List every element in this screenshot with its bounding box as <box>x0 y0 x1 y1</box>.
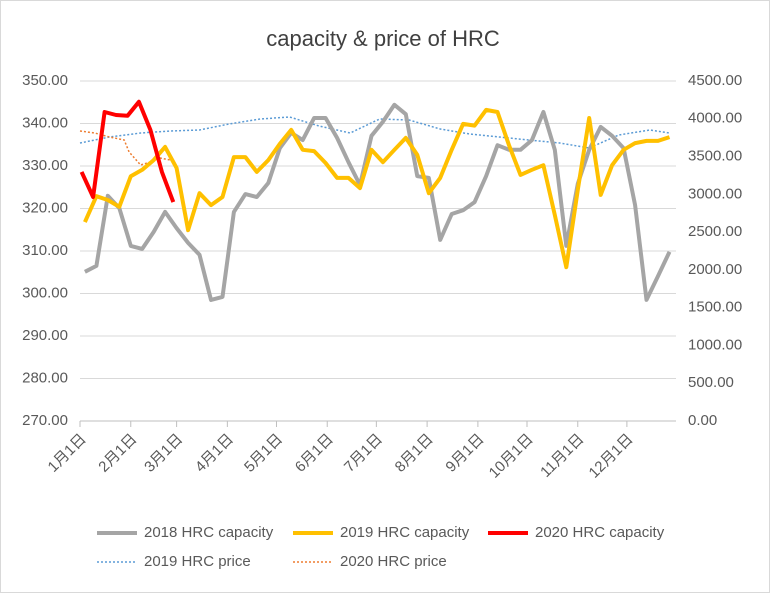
y2-tick-label: 4500.00 <box>688 72 742 89</box>
y-tick-label: 280.00 <box>22 369 68 386</box>
legend-label: 2019 HRC price <box>144 553 251 570</box>
y-tick-label: 350.00 <box>22 72 68 89</box>
y2-tick-label: 4000.00 <box>688 110 742 127</box>
legend-label: 2020 HRC price <box>340 553 447 570</box>
series-line <box>83 107 671 270</box>
y2-tick-label: 500.00 <box>688 374 734 391</box>
y2-tick-label: 3500.00 <box>688 148 742 165</box>
y-tick-label: 300.00 <box>22 284 68 301</box>
y2-tick-label: 1000.00 <box>688 336 742 353</box>
y-tick-label: 290.00 <box>22 327 68 344</box>
legend-label: 2018 HRC capacity <box>144 524 274 541</box>
y2-tick-label: 2000.00 <box>688 261 742 278</box>
legend-label: 2019 HRC capacity <box>340 524 470 541</box>
y-tick-label: 270.00 <box>22 412 68 429</box>
series-line <box>79 99 176 203</box>
y2-tick-label: 3000.00 <box>688 185 742 202</box>
y-tick-label: 310.00 <box>22 242 68 259</box>
legend-label: 2020 HRC capacity <box>535 524 665 541</box>
y-tick-label: 340.00 <box>22 114 68 131</box>
series-line <box>83 102 672 302</box>
series-line <box>79 116 670 149</box>
y2-tick-label: 0.00 <box>688 412 717 429</box>
y-tick-label: 330.00 <box>22 157 68 174</box>
y-tick-label: 320.00 <box>22 199 68 216</box>
y2-tick-label: 2500.00 <box>688 223 742 240</box>
y2-tick-label: 1500.00 <box>688 299 742 316</box>
chart-title: capacity & price of HRC <box>266 26 500 51</box>
